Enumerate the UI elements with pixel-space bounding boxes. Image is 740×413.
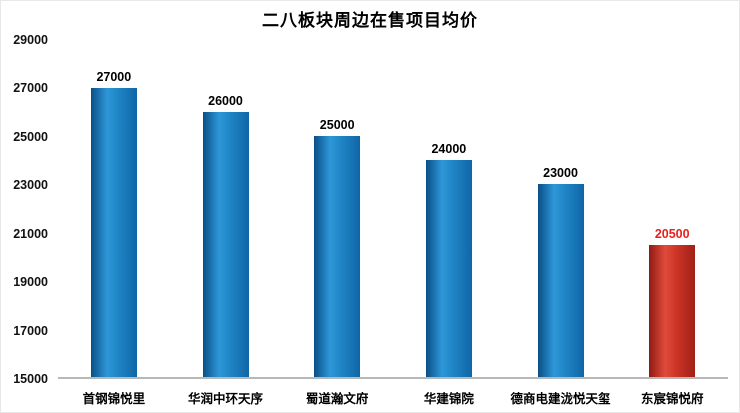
bar [202,112,249,377]
y-tick-label: 25000 [13,129,48,144]
x-axis-labels: 首钢锦悦里 华润中环天序 蜀道瀚文府 华建锦院 德商电建泷悦天玺 东宸锦悦府 [58,388,728,407]
bar [90,88,137,377]
bar-column: 24000 [393,40,505,377]
bar [314,136,361,377]
bar-value-label: 25000 [319,118,355,133]
plot-wrap: 15000 17000 19000 21000 23000 25000 27000 29000… [0,33,728,386]
y-tick-label: 29000 [13,33,48,47]
bar-column: 20500 [616,40,728,377]
bar [425,160,472,377]
x-category-label: 华建锦院 [423,392,474,406]
y-tick-label: 21000 [13,226,48,241]
bar [649,244,696,377]
bar-column: 23000 [505,40,617,377]
plot-area: 27000 26000 25000 24000 23000 20500 [58,40,728,379]
bar-column: 26000 [170,40,282,377]
x-category-label: 蜀道瀚文府 [305,392,369,406]
y-tick-label: 19000 [13,275,48,290]
y-tick-label: 27000 [13,81,48,96]
y-axis: 15000 17000 19000 21000 23000 25000 27000 29000 [0,33,58,386]
bar-value-label: 27000 [96,70,132,85]
bar-value-label: 23000 [543,166,578,181]
y-tick-label: 17000 [13,323,48,338]
bar-value-label: 20500 [654,226,690,241]
bar-column: 25000 [281,40,393,377]
bar-value-label: 24000 [431,142,467,157]
chart-title: 二八板块周边在售项目均价 [262,11,478,30]
bar [537,184,584,377]
bar-column: 27000 [58,40,170,377]
y-tick-label: 15000 [13,372,48,386]
x-category-label: 华润中环天序 [188,392,264,406]
x-category-label: 德商电建泷悦天玺 [510,392,611,406]
bar-value-label: 26000 [208,94,243,109]
y-tick-label: 23000 [13,178,48,193]
x-category-label: 首钢锦悦里 [82,392,146,406]
x-category-label: 东宸锦悦府 [640,392,704,406]
